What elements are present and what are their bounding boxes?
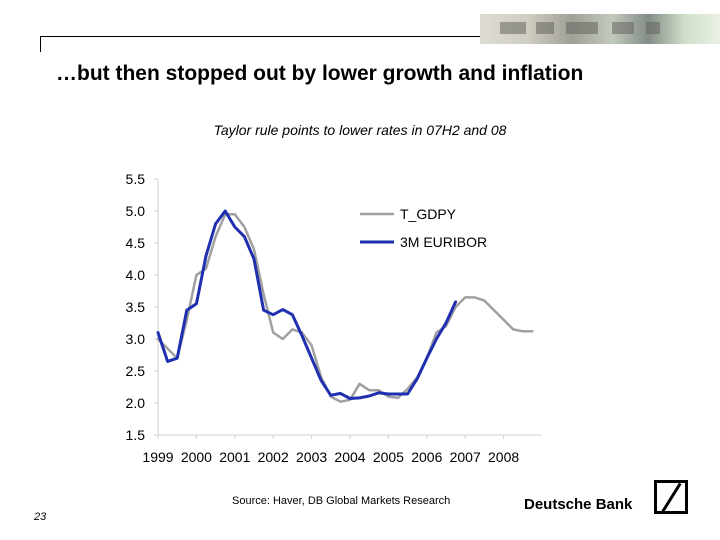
legend-label: 3M EURIBOR	[400, 234, 487, 250]
y-tick-label: 3.5	[126, 299, 146, 315]
deutsche-bank-logo-icon	[654, 480, 688, 514]
chart-title: Taylor rule points to lower rates in 07H…	[213, 122, 507, 138]
y-tick-label: 2.0	[126, 395, 146, 411]
page-number: 23	[34, 511, 47, 523]
x-axis-ticks: 1999 2000 2001 2002 2003 2004 2005 2006 2007 2008	[142, 435, 519, 465]
y-tick-label: 2.5	[126, 363, 146, 379]
x-tick-label: 2008	[488, 449, 519, 465]
slide-title: …but then stopped out by lower growth an…	[56, 62, 584, 85]
series-line-3m-euribor	[156, 209, 458, 400]
header-rule-tick	[40, 36, 41, 52]
chart-axes	[157, 179, 542, 436]
x-tick-label: 2005	[373, 449, 404, 465]
x-tick-label: 1999	[142, 449, 173, 465]
y-axis-ticks: 1.5 2.0 2.5 3.0 3.5 4.0 4.5 5.0 5.5	[126, 171, 158, 443]
header-rule	[40, 36, 480, 37]
x-tick-label: 2000	[181, 449, 212, 465]
source-note: Source: Haver, DB Global Markets Researc…	[232, 495, 451, 507]
x-tick-label: 2007	[450, 449, 481, 465]
y-tick-label: 5.0	[126, 203, 146, 219]
legend-label: T_GDPY	[400, 206, 457, 222]
brand-name: Deutsche Bank	[524, 496, 633, 513]
x-tick-label: 2002	[258, 449, 289, 465]
header-photo-strip	[480, 14, 720, 44]
x-tick-label: 2003	[296, 449, 327, 465]
series-line-t-gdpy	[156, 212, 534, 403]
y-tick-label: 3.0	[126, 331, 146, 347]
y-tick-label: 4.0	[126, 267, 146, 283]
y-tick-label: 1.5	[126, 427, 146, 443]
y-tick-label: 5.5	[126, 171, 146, 187]
x-tick-label: 2004	[334, 449, 365, 465]
chart-legend: T_GDPY 3M EURIBOR	[360, 206, 487, 250]
x-tick-label: 2001	[219, 449, 250, 465]
x-tick-label: 2006	[411, 449, 442, 465]
chart-series	[156, 209, 534, 403]
y-tick-label: 4.5	[126, 235, 146, 251]
